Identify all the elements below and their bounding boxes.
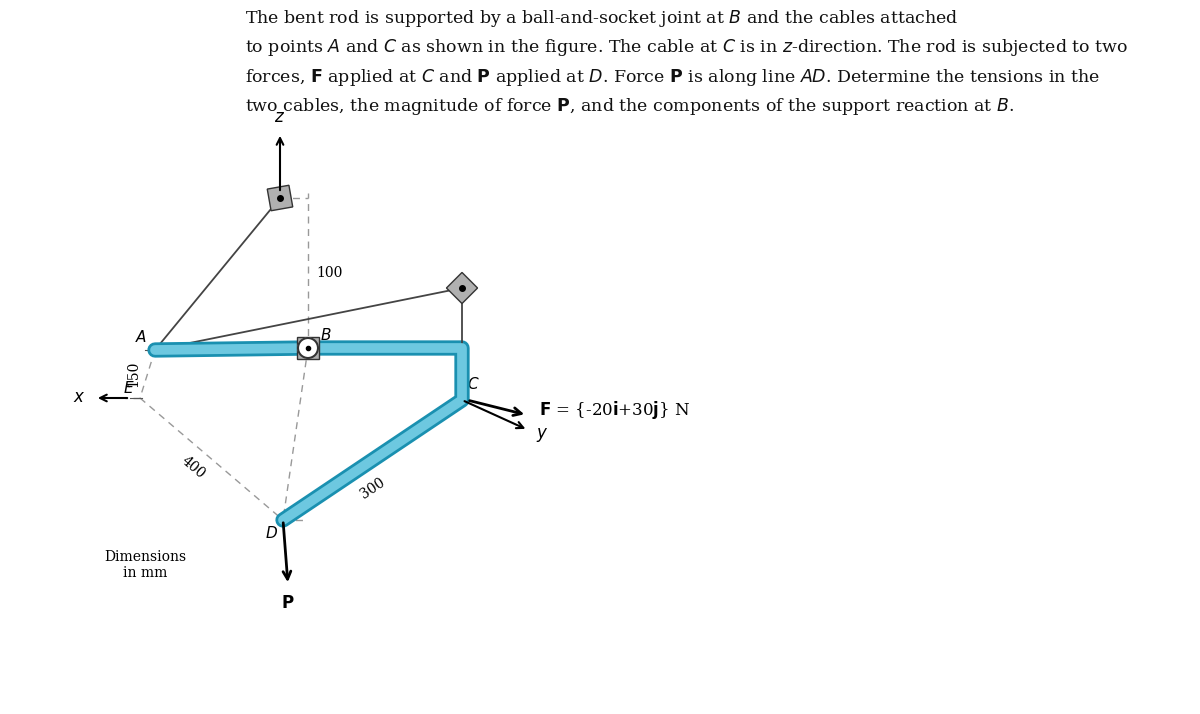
Text: $x$: $x$ [72, 390, 85, 406]
Polygon shape [268, 185, 293, 211]
Text: $E$: $E$ [124, 380, 134, 396]
Polygon shape [446, 273, 478, 303]
Text: $D$: $D$ [265, 525, 278, 541]
Text: $B$: $B$ [320, 327, 331, 343]
Polygon shape [298, 337, 319, 359]
Text: $y$: $y$ [536, 426, 548, 444]
Text: $C$: $C$ [467, 376, 480, 392]
Text: 150: 150 [126, 361, 140, 387]
Text: $\mathbf{P}$: $\mathbf{P}$ [281, 595, 295, 612]
Text: The bent rod is supported by a ball-and-socket joint at $B$ and the cables attac: The bent rod is supported by a ball-and-… [245, 8, 1128, 117]
Text: 400: 400 [179, 454, 208, 482]
Circle shape [298, 338, 318, 358]
Text: $\mathbf{F}$ = {-20$\mathbf{i}$+30$\mathbf{j}$} N: $\mathbf{F}$ = {-20$\mathbf{i}$+30$\math… [539, 399, 690, 421]
Text: 100: 100 [316, 266, 342, 280]
Text: 300: 300 [358, 475, 388, 501]
Text: $A$: $A$ [134, 329, 148, 345]
Text: Dimensions
in mm: Dimensions in mm [104, 550, 186, 580]
Text: $z$: $z$ [275, 109, 286, 126]
